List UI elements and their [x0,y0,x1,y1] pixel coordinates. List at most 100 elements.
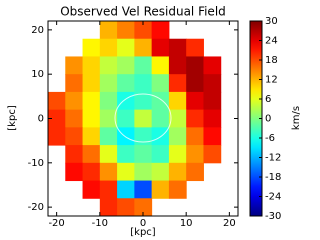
heatmap-cell [203,145,222,164]
heatmap-cell [99,145,118,164]
heatmap-cell [117,180,135,199]
colorbar-tick-label: -24 [265,192,281,203]
heatmap-cell [48,91,66,111]
heatmap-cell [151,91,170,111]
heatmap-cell [186,109,204,128]
heatmap-cell [65,145,84,164]
heatmap-cell [99,38,118,57]
heatmap-cell [82,74,101,93]
colorbar-tick-label: 18 [265,55,278,66]
colorbar-tick-label: -30 [265,211,281,222]
colorbar-label: km/s [291,106,302,130]
heatmap-cell [168,38,187,57]
x-tick-label: -20 [48,218,64,229]
colorbar-tick-label: 30 [265,16,278,27]
heatmap-cell [168,180,187,199]
heatmap-cell [117,109,135,128]
heatmap-cell [203,109,222,128]
colorbar-tick-label: 24 [265,36,278,47]
heatmap-cell [65,162,84,182]
y-axis-label: [kpc] [7,105,18,131]
heatmap-cell [151,21,170,40]
heatmap-cell [151,180,170,199]
heatmap-cell [134,74,153,93]
heatmap-cell [168,74,187,93]
heatmap-cell [82,38,101,57]
heatmap-cell [151,56,170,75]
heatmap-cell [134,145,153,164]
heatmap-cell [203,127,222,146]
heatmap-cell [65,74,84,93]
heatmap-cell [117,127,135,146]
heatmap-cell [203,91,222,111]
heatmap-cell [117,74,135,93]
heatmap-cell [134,162,153,182]
heatmap-cell [186,145,204,164]
heatmap-cell [65,91,84,111]
colorbar-tick-label: -18 [265,172,281,183]
heatmap-cell [186,56,204,75]
y-tick-label: -10 [28,158,44,169]
x-tick-label: 10 [180,218,193,229]
y-tick-label: -20 [28,202,44,213]
heatmap-cell [168,127,187,146]
heatmap-cell [186,91,204,111]
heatmap-cell [117,38,135,57]
colorbar-tick-label: -12 [265,153,281,164]
heatmap-cell [117,21,135,40]
heatmap-cell [134,56,153,75]
heatmap-cell [168,145,187,164]
heatmap-cell [117,162,135,182]
heatmap-cell [134,198,153,217]
heatmap-cell [99,180,118,199]
colorbar-tick-label: 0 [265,114,271,125]
chart-title: Observed Vel Residual Field [60,5,226,19]
colorbar-tick-label: 6 [265,94,271,105]
heatmap-cell [82,127,101,146]
x-tick-label: 20 [223,218,236,229]
heatmap [48,21,222,217]
heatmap-cell [134,180,153,199]
heatmap-cell [117,198,135,217]
heatmap-cell [186,127,204,146]
heatmap-cell [151,162,170,182]
heatmap-cell [186,74,204,93]
heatmap-cell [151,145,170,164]
heatmap-cell [117,91,135,111]
heatmap-cell [82,56,101,75]
heatmap-cell [99,109,118,128]
y-tick-label: 10 [31,69,44,80]
heatmap-cell [65,56,84,75]
heatmap-cell [99,74,118,93]
heatmap-cell [151,38,170,57]
heatmap-cell [48,127,66,146]
heatmap-cell [99,56,118,75]
heatmap-cell [99,162,118,182]
heatmap-cell [82,91,101,111]
heatmap-cell [134,127,153,146]
heatmap-cell [99,21,118,40]
x-tick-label: -10 [92,218,108,229]
heatmap-cell [203,74,222,93]
heatmap-cell [48,109,66,128]
heatmap-cell [82,180,101,199]
heatmap-cell [134,38,153,57]
y-tick-label: 0 [38,114,44,125]
colorbar-tick-label: -6 [265,133,275,144]
x-axis-label: [kpc] [130,227,156,238]
heatmap-cell [99,91,118,111]
heatmap-cell [134,21,153,40]
heatmap-cell [168,109,187,128]
heatmap-cell [151,109,170,128]
heatmap-cell [168,91,187,111]
heatmap-cell [186,38,204,57]
y-tick-label: 20 [31,25,44,36]
heatmap-cell [117,145,135,164]
heatmap-cell [65,109,84,128]
contour-ellipse [114,93,172,143]
colorbar-tick-label: 12 [265,75,278,86]
heatmap-cell [82,109,101,128]
heatmap-cell [65,127,84,146]
heatmap-cell [151,74,170,93]
